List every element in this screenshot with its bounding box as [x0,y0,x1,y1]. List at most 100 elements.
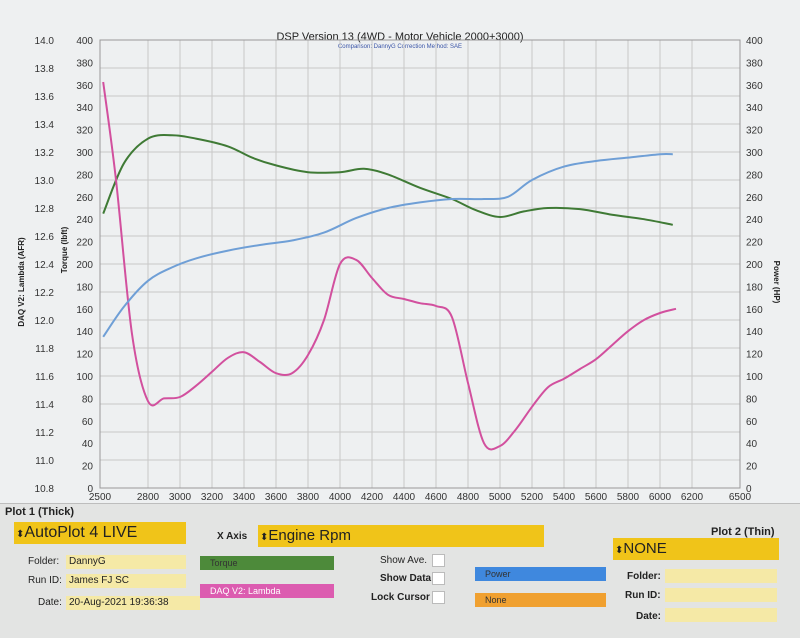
tick-label: 5000 [489,492,512,503]
tick-label: 5800 [617,492,640,503]
tick-label: 3600 [265,492,288,503]
runid-label: Run ID: [28,575,62,586]
tick-label: 13.4 [35,120,55,131]
tick-label: 280 [76,170,93,181]
tick-label: 5200 [521,492,544,503]
folder2-label: Folder: [627,571,661,582]
tick-label: 6500 [729,492,752,503]
tick-label: 320 [76,126,93,137]
lock-cursor-checkbox[interactable] [432,591,445,604]
tick-label: 220 [746,238,763,249]
tick-label: 12.8 [35,204,55,215]
tick-label: 400 [76,36,93,47]
tick-label: 180 [746,282,763,293]
tick-label: 3200 [201,492,224,503]
series-line-power [102,152,673,338]
tick-label: 12.6 [35,232,55,243]
tick-label: 60 [82,417,94,428]
tick-label: 11.0 [35,456,54,467]
folder-label: Folder: [28,556,60,567]
spinner-icon: ⬍ [615,545,624,556]
none-select-value: None [485,595,507,605]
tick-label: 3000 [169,492,192,503]
tick-label: 340 [76,103,93,114]
tick-label: 260 [746,193,763,204]
tick-label: 11.8 [35,344,54,355]
date-field[interactable]: 20-Aug-2021 19:36:38 [66,596,200,610]
series-layer [102,81,677,451]
plot1-selector[interactable]: ⬍AutoPlot 4 LIVE [14,522,186,544]
tick-label: 360 [746,81,763,92]
tick-label: 400 [746,36,763,47]
tick-label: 40 [82,439,94,450]
torque-axis-label: Torque (lbft) [60,226,69,273]
tick-label: 11.6 [35,372,54,383]
xaxis-selector[interactable]: ⬍Engine Rpm [258,525,544,547]
power-series-select[interactable]: Power [475,567,606,581]
tick-label: 20 [746,462,758,473]
folder2-field[interactable] [665,569,777,583]
tick-label: 160 [746,305,763,316]
afr-axis-label: DAQ V2: Lambda (AFR) [17,237,26,327]
none-series-select[interactable]: None [475,593,606,607]
runid-field[interactable]: James FJ SC [66,574,186,588]
tick-label: 2800 [137,492,160,503]
tick-label: 13.2 [35,148,55,159]
tick-label: 4400 [393,492,416,503]
tick-label: 2500 [89,492,112,503]
tick-label: 20 [82,462,94,473]
tick-label: 4800 [457,492,480,503]
xaxis-value: Engine Rpm [268,527,351,544]
tick-label: 4600 [425,492,448,503]
runid2-field[interactable] [665,588,777,602]
tick-label: 80 [746,394,758,405]
runid2-label: Run ID: [625,590,661,601]
power-axis: 4003803603403203002802602402202001801601… [746,36,763,495]
tick-label: 0 [746,484,752,495]
tick-label: 200 [76,260,93,271]
show-data-checkbox[interactable] [432,572,445,585]
show-ave-checkbox[interactable] [432,554,445,567]
tick-label: 10.8 [35,484,55,495]
tick-label: 340 [746,103,763,114]
tick-label: 11.2 [35,428,54,439]
tick-label: 100 [76,372,93,383]
tick-label: 0 [87,484,93,495]
chart-background [0,0,800,503]
plot2-selector[interactable]: ⬍NONE [613,538,779,560]
plot2-value: NONE [623,540,667,557]
tick-label: 160 [76,305,93,316]
date2-field[interactable] [665,608,777,622]
power-select-value: Power [485,569,511,579]
tick-label: 240 [76,215,93,226]
spinner-icon: ⬍ [260,532,269,543]
dyno-chart: DSP Version 13 (4WD - Motor Vehicle 2000… [0,0,800,503]
tick-label: 80 [82,394,94,405]
tick-label: 140 [746,327,763,338]
tick-label: 100 [746,372,763,383]
lock-cursor-label: Lock Cursor [371,592,430,603]
tick-label: 3400 [233,492,256,503]
tick-label: 13.8 [35,64,55,75]
plot1-value: AutoPlot 4 LIVE [24,524,138,541]
date2-label: Date: [636,611,662,622]
series-line-afr [102,81,677,451]
tick-label: 240 [746,215,763,226]
tick-label: 200 [746,260,763,271]
tick-label: 14.0 [35,36,55,47]
torque-series-select[interactable]: Torque [200,556,334,570]
folder-field[interactable]: DannyG [66,555,186,569]
power-axis-label: Power (HP) [772,261,781,304]
tick-label: 3800 [297,492,320,503]
tick-label: 180 [76,282,93,293]
show-ave-label: Show Ave. [380,555,428,566]
tick-label: 4000 [329,492,352,503]
tick-label: 220 [76,238,93,249]
torque-axis: 4003803603403203002802602402202001801601… [76,36,93,495]
plot2-label: Plot 2 (Thin) [711,526,775,538]
tick-label: 120 [76,350,93,361]
lambda-series-select[interactable]: DAQ V2: Lambda [200,584,334,598]
tick-label: 5400 [553,492,576,503]
tick-label: 140 [76,327,93,338]
